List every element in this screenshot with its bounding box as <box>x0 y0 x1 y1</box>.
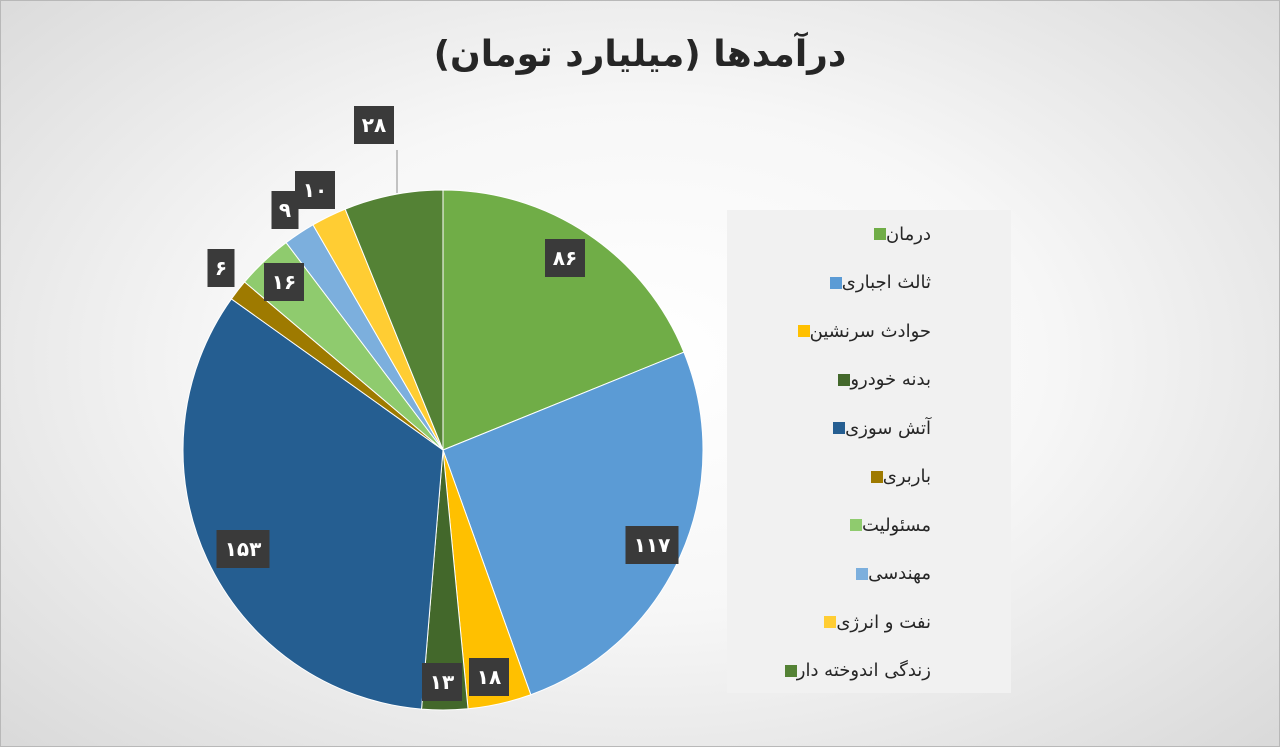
pie-slice-1 <box>442 189 685 451</box>
data-label-value: ۸۶ <box>553 246 577 270</box>
legend: درمان ثالث اجباری حوادث سرنشین بدنه خودرو آت… <box>727 210 1011 693</box>
legend-swatch <box>797 325 810 337</box>
legend-label: بدنه خودرو <box>850 369 931 390</box>
legend-label: ثالث اجباری <box>841 272 931 293</box>
legend-swatch <box>873 228 886 240</box>
data-label-box <box>207 249 235 287</box>
legend-item-آتش-سوزی: آتش سوزی <box>827 416 931 440</box>
data-label-7: ۱۶ <box>264 263 304 301</box>
legend-swatch <box>838 373 851 386</box>
data-label-5: ۱۵۳ <box>216 530 270 568</box>
legend-item-زندگی-اندوخته-دار: زندگی اندوخته دار <box>779 659 931 683</box>
legend-swatch <box>784 664 797 677</box>
data-label-8: ۹ <box>271 191 299 229</box>
data-label-2: ۱۱۷ <box>625 526 679 564</box>
data-label-10: ۲۸ <box>354 106 394 144</box>
pie-slice-10 <box>344 189 444 451</box>
legend-swatch <box>856 567 869 580</box>
legend-item-بدنه-خودرو: بدنه خودرو <box>832 368 931 392</box>
data-label-box <box>295 171 335 209</box>
legend-item-نفت-و-انرژی: نفت و انرژی <box>818 610 931 634</box>
pie-slice-5 <box>182 298 444 710</box>
data-label-3: ۱۸ <box>469 658 509 696</box>
data-label-9: ۱۰ <box>295 171 335 209</box>
legend-label: آتش سوزی <box>845 417 931 439</box>
legend-swatch <box>829 276 842 289</box>
legend-item-مسئولیت: مسئولیت <box>844 513 931 537</box>
data-label-box <box>216 530 270 568</box>
data-label-4: ۱۳ <box>422 663 462 701</box>
data-label-box <box>469 658 509 696</box>
chart-title: درآمدها (میلیارد تومان) <box>433 34 847 75</box>
data-label-box <box>354 106 394 144</box>
data-label-value: ۲۸ <box>362 113 386 137</box>
legend-label: حوادث سرنشین <box>809 320 931 342</box>
legend-label: باربری <box>882 466 931 487</box>
legend-item-درمان: درمان <box>868 222 931 246</box>
data-label-value: ۹ <box>279 198 291 222</box>
legend-item-مهندسی: مهندسی <box>850 562 931 586</box>
data-label-6: ۶ <box>207 249 235 287</box>
legend-item-ثالث-اجباری: ثالث اجباری <box>824 271 931 295</box>
legend-label: مسئولیت <box>861 514 931 536</box>
data-label-box <box>264 263 304 301</box>
legend-swatch <box>849 519 862 531</box>
data-label-box <box>625 526 679 564</box>
data-label-value: ۱۸ <box>477 665 501 689</box>
data-label-box <box>545 239 585 277</box>
legend-item-حوادث-سرنشین: حوادث سرنشین <box>792 319 931 343</box>
data-label-value: ۱۱۷ <box>634 533 671 557</box>
legend-item-باربری: باربری <box>865 465 931 489</box>
data-label-1: ۸۶ <box>545 239 585 277</box>
data-label-value: ۱۶ <box>272 270 296 294</box>
data-label-value: ۶ <box>215 256 227 280</box>
legend-swatch <box>824 616 837 628</box>
legend-swatch <box>833 422 846 434</box>
data-label-value: ۱۰ <box>303 178 327 202</box>
pie-slice-2 <box>442 351 704 696</box>
legend-swatch <box>870 470 883 483</box>
legend-label: درمان <box>885 223 931 245</box>
data-label-box <box>422 663 462 701</box>
legend-label: زندگی اندوخته دار <box>796 660 931 681</box>
legend-label: مهندسی <box>868 563 931 584</box>
data-label-value: ۱۳ <box>430 670 454 694</box>
legend-label: نفت و انرژی <box>836 611 931 633</box>
data-label-value: ۱۵۳ <box>225 537 262 561</box>
data-label-box <box>271 191 299 229</box>
